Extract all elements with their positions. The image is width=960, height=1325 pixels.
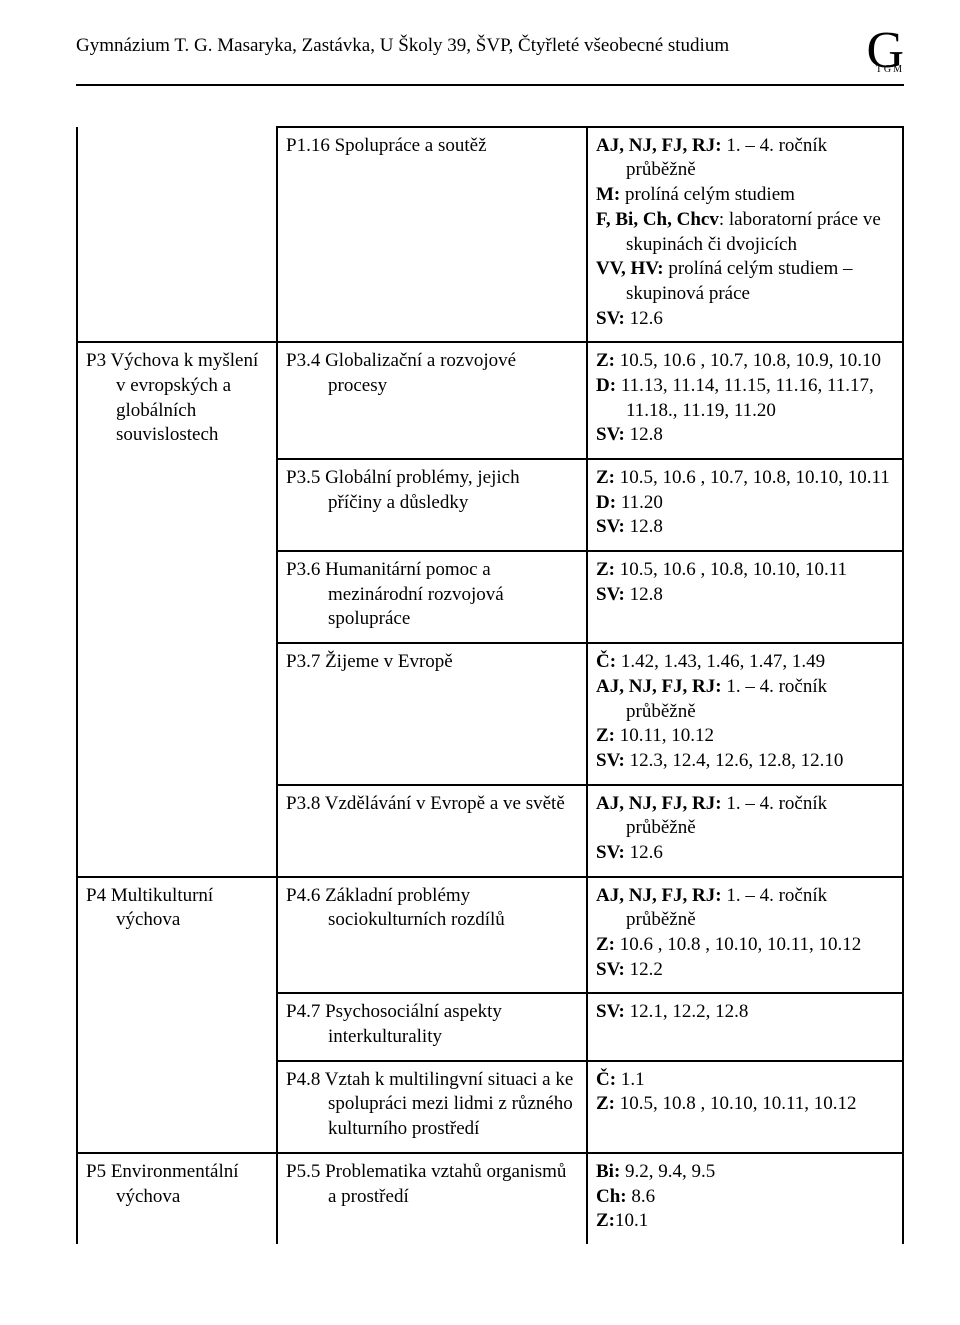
- page: Gymnázium T. G. Masaryka, Zastávka, U Šk…: [0, 0, 960, 1325]
- col-theme: P5 Environmentální výchova: [77, 1153, 277, 1244]
- table-row: P1.16 Spolupráce a soutěžAJ, NJ, FJ, RJ:…: [77, 127, 903, 343]
- col-topic: P3.5 Globální problémy, jejich příčiny a…: [277, 459, 587, 551]
- col-refs: AJ, NJ, FJ, RJ: 1. – 4. ročník průběžněM…: [587, 127, 903, 343]
- col-theme: P3 Výchova k myšlení v evropských a glob…: [77, 342, 277, 876]
- col-refs: SV: 12.1, 12.2, 12.8: [587, 993, 903, 1060]
- col-refs: Z: 10.5, 10.6 , 10.8, 10.10, 10.11SV: 12…: [587, 551, 903, 643]
- col-topic: P1.16 Spolupráce a soutěž: [277, 127, 587, 343]
- col-theme: [77, 127, 277, 343]
- col-topic: P3.8 Vzdělávání v Evropě a ve světě: [277, 785, 587, 877]
- col-refs: AJ, NJ, FJ, RJ: 1. – 4. ročník průběžněS…: [587, 785, 903, 877]
- col-theme: P4 Multikulturní výchova: [77, 877, 277, 1153]
- col-refs: Č: 1.42, 1.43, 1.46, 1.47, 1.49AJ, NJ, F…: [587, 643, 903, 784]
- col-refs: Z: 10.5, 10.6 , 10.7, 10.8, 10.10, 10.11…: [587, 459, 903, 551]
- table-row: P5 Environmentální výchovaP5.5 Problemat…: [77, 1153, 903, 1244]
- col-refs: Z: 10.5, 10.6 , 10.7, 10.8, 10.9, 10.10D…: [587, 342, 903, 459]
- col-refs: Bi: 9.2, 9.4, 9.5Ch: 8.6Z:10.1: [587, 1153, 903, 1244]
- col-topic: P4.7 Psychosociální aspekty interkultura…: [277, 993, 587, 1060]
- col-topic: P3.6 Humanitární pomoc a mezinárodní roz…: [277, 551, 587, 643]
- header-rule: [76, 84, 904, 86]
- col-topic: P4.6 Základní problémy sociokulturních r…: [277, 877, 587, 994]
- page-header: Gymnázium T. G. Masaryka, Zastávka, U Šk…: [76, 34, 904, 80]
- page-header-title: Gymnázium T. G. Masaryka, Zastávka, U Šk…: [76, 34, 729, 58]
- col-topic: P4.8 Vztah k multilingvní situaci a ke s…: [277, 1061, 587, 1153]
- table-row: P3 Výchova k myšlení v evropských a glob…: [77, 342, 903, 459]
- col-topic: P3.4 Globalizační a rozvojové procesy: [277, 342, 587, 459]
- col-refs: AJ, NJ, FJ, RJ: 1. – 4. ročník průběžněZ…: [587, 877, 903, 994]
- school-logo: G TGM: [866, 28, 904, 74]
- table-row: P4 Multikulturní výchovaP4.6 Základní pr…: [77, 877, 903, 994]
- col-refs: Č: 1.1Z: 10.5, 10.8 , 10.10, 10.11, 10.1…: [587, 1061, 903, 1153]
- col-topic: P3.7 Žijeme v Evropě: [277, 643, 587, 784]
- col-topic: P5.5 Problematika vztahů organismů a pro…: [277, 1153, 587, 1244]
- curriculum-table: P1.16 Spolupráce a soutěžAJ, NJ, FJ, RJ:…: [76, 126, 904, 1244]
